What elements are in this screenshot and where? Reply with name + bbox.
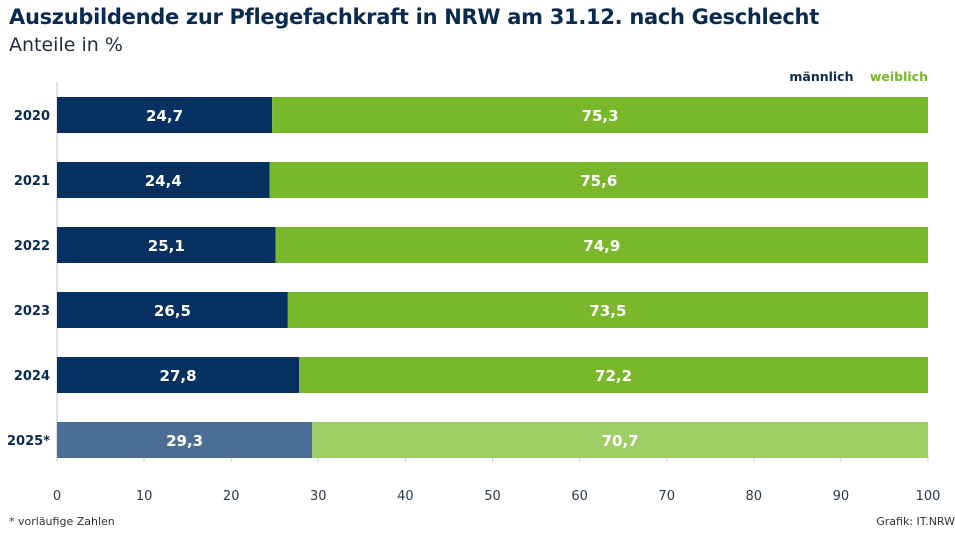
x-tick-label: 0 (53, 489, 61, 504)
data-label: 70,7 (602, 432, 639, 450)
bar-maennlich (57, 162, 270, 198)
category-label: 2022 (14, 239, 50, 254)
x-tick-label: 100 (916, 489, 941, 504)
bar-maennlich (57, 227, 276, 263)
bar-weiblich (269, 162, 928, 198)
chart-title: Auszubildende zur Pflegefachkraft in NRW… (9, 5, 819, 29)
category-label: 2021 (14, 174, 50, 189)
x-tick-label: 60 (571, 489, 588, 504)
legend-item-maennlich: männlich (789, 69, 854, 84)
data-label: 24,7 (146, 107, 183, 125)
bar-maennlich (57, 97, 273, 133)
category-label: 2020 (14, 109, 50, 124)
bar-maennlich (57, 357, 300, 393)
x-tick-label: 40 (397, 489, 414, 504)
data-label: 72,2 (595, 367, 632, 385)
x-tick-label: 10 (136, 489, 153, 504)
legend-item-weiblich: weiblich (869, 69, 928, 84)
x-tick-label: 70 (658, 489, 675, 504)
bar-weiblich (312, 422, 928, 458)
category-label: 2024 (14, 369, 50, 384)
legend: männlich weiblich (777, 69, 928, 84)
data-label: 75,6 (580, 172, 617, 190)
bar-weiblich (287, 292, 928, 328)
category-label: 2023 (14, 304, 50, 319)
data-label: 27,8 (160, 367, 197, 385)
data-label: 75,3 (582, 107, 619, 125)
chart-subtitle: Anteile in % (9, 34, 123, 56)
category-label: 2025* (7, 434, 50, 449)
data-label: 29,3 (166, 432, 203, 450)
x-tick-label: 30 (310, 489, 327, 504)
x-tick-label: 80 (746, 489, 763, 504)
bar-weiblich (299, 357, 928, 393)
bar-weiblich (275, 227, 929, 263)
x-tick-label: 50 (484, 489, 501, 504)
data-label: 74,9 (583, 237, 620, 255)
data-label: 25,1 (148, 237, 185, 255)
x-tick-label: 90 (833, 489, 850, 504)
bar-maennlich (57, 292, 288, 328)
data-label: 73,5 (589, 302, 626, 320)
source-credit: Grafik: IT.NRW (876, 515, 955, 528)
x-tick-label: 20 (223, 489, 240, 504)
data-label: 26,5 (154, 302, 191, 320)
bar-weiblich (272, 97, 929, 133)
data-label: 24,4 (145, 172, 182, 190)
bar-maennlich (57, 422, 313, 458)
footnote: * vorläufige Zahlen (9, 515, 115, 528)
